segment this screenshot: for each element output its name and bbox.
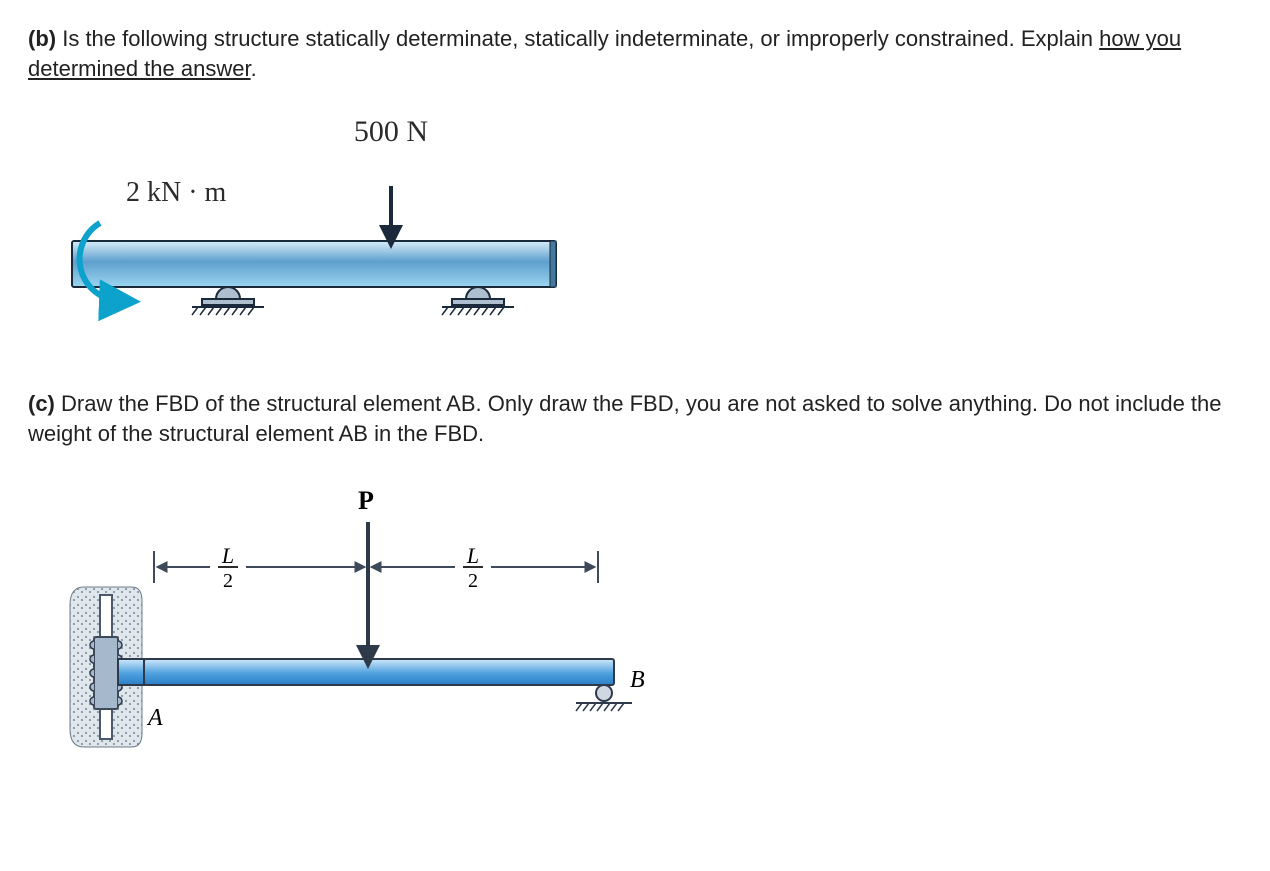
svg-text:2: 2	[468, 570, 478, 592]
moment-label-2knm: 2 kN · m	[126, 177, 227, 208]
figure-b: 500 N 2 kN · m	[28, 101, 1242, 341]
svg-text:L: L	[466, 543, 479, 568]
force-label-500n: 500 N	[354, 115, 428, 148]
question-b-text: (b) Is the following structure staticall…	[28, 24, 1242, 83]
roller-support-b	[576, 685, 632, 711]
part-c-label: (c)	[28, 391, 55, 416]
label-b: B	[630, 667, 645, 693]
figure-c: L2L2 P A B	[28, 467, 1242, 767]
part-b-label: (b)	[28, 26, 56, 51]
rocker-support	[192, 287, 264, 315]
force-p-label: P	[358, 486, 374, 515]
svg-text:L: L	[221, 543, 234, 568]
slider-bar	[94, 637, 118, 709]
beam-end-cap	[550, 241, 556, 287]
beam-ab	[144, 659, 614, 685]
part-b-text-1: Is the following structure statically de…	[62, 26, 1099, 51]
rocker-support	[442, 287, 514, 315]
part-c-text: Draw the FBD of the structural element A…	[28, 391, 1222, 446]
beam	[72, 241, 556, 287]
question-c-text: (c) Draw the FBD of the structural eleme…	[28, 389, 1242, 448]
part-b-text-2: .	[251, 56, 257, 81]
label-a: A	[146, 705, 163, 731]
svg-text:2: 2	[223, 570, 233, 592]
